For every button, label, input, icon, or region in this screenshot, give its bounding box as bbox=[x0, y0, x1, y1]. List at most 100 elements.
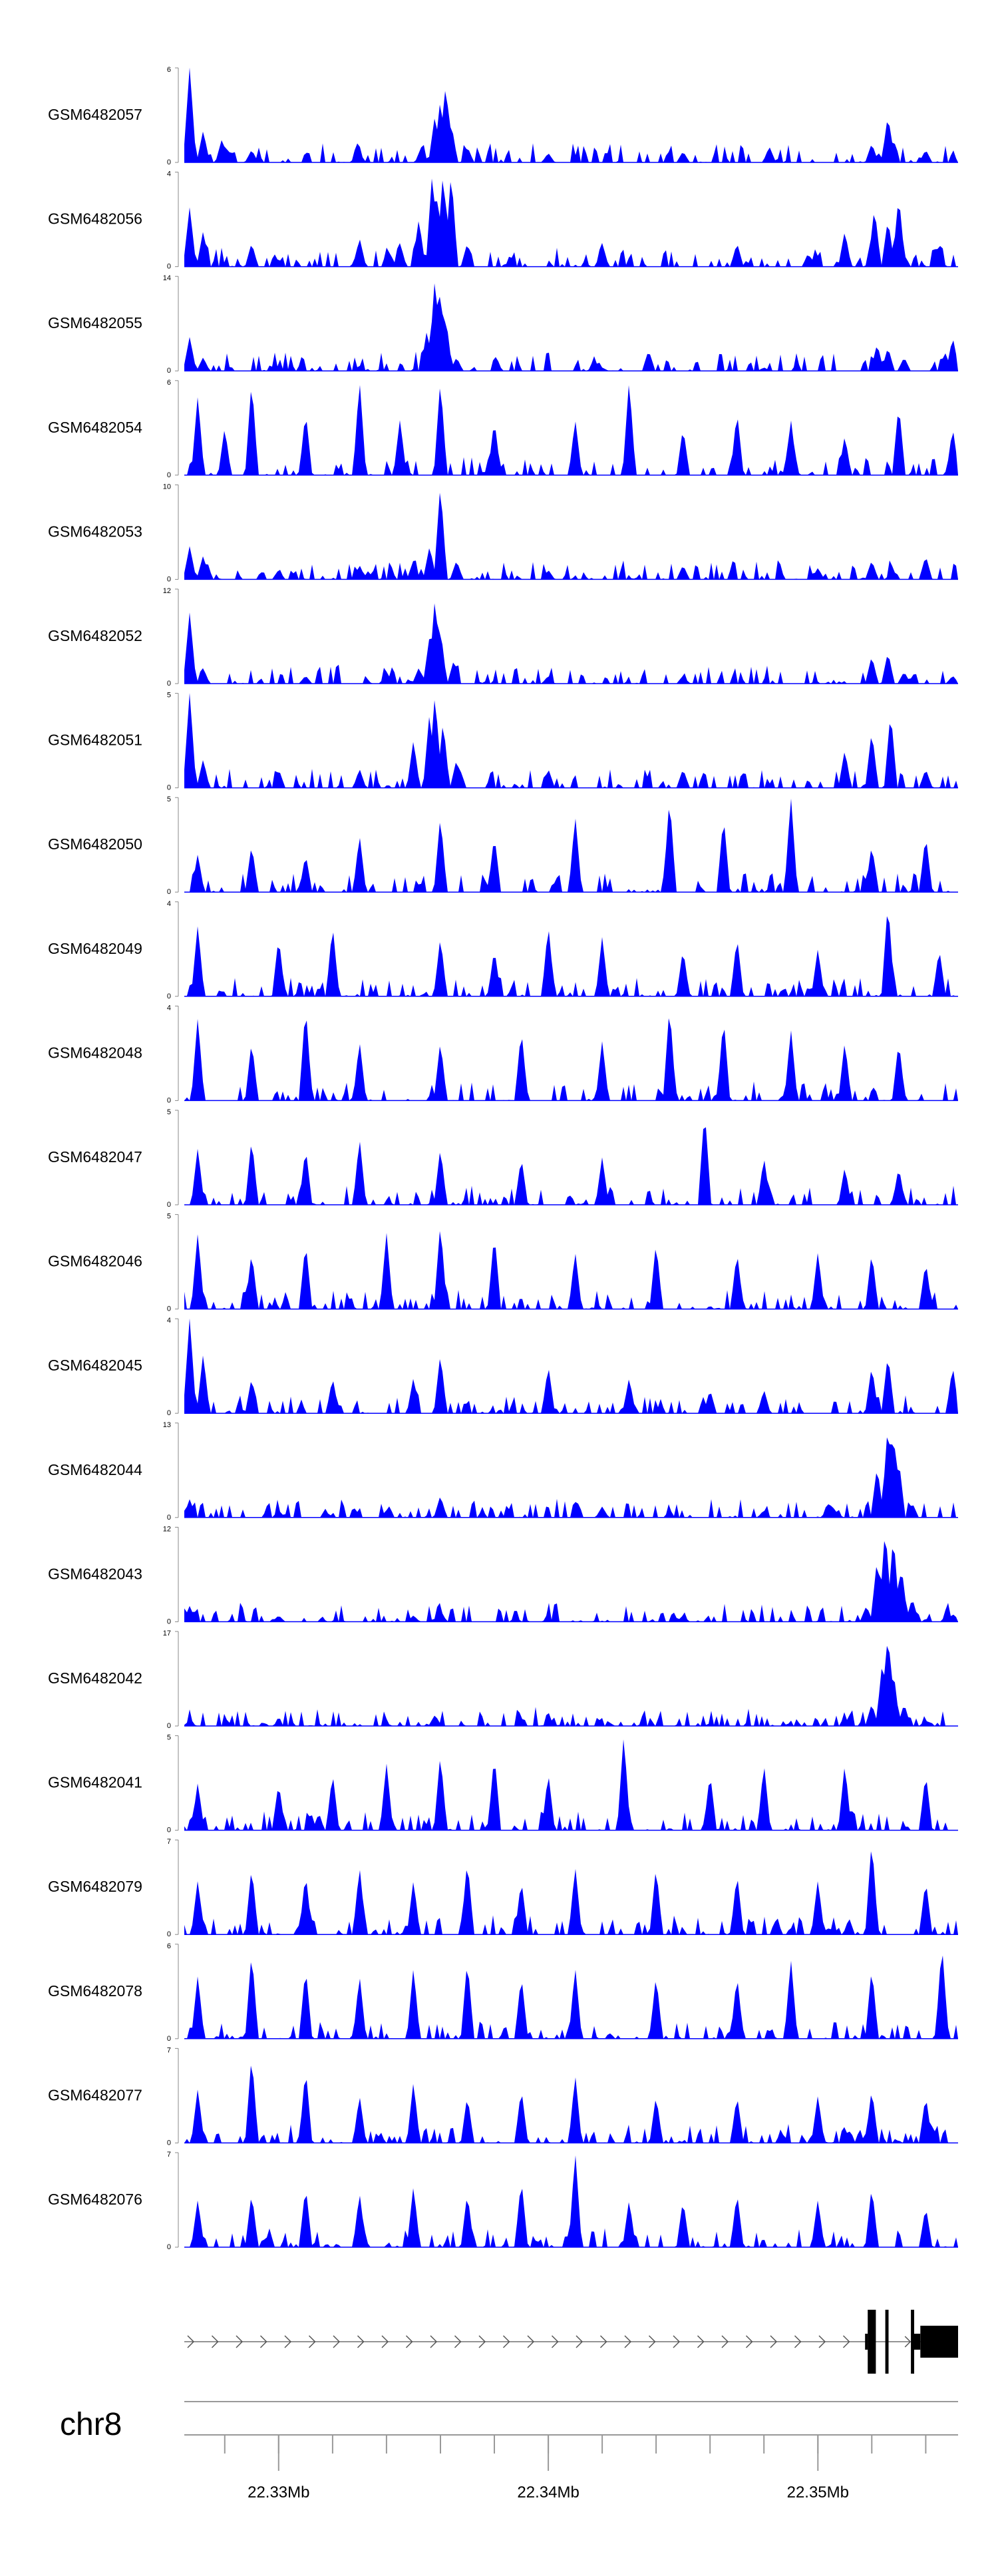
strand-arrow-icon bbox=[599, 2335, 607, 2348]
track-label: GSM6482078 bbox=[48, 1982, 142, 2000]
track-label: GSM6482042 bbox=[48, 1669, 142, 1687]
strand-arrow-icon bbox=[405, 2335, 413, 2348]
coverage-area bbox=[184, 1437, 958, 1518]
gene-exon bbox=[865, 2334, 868, 2350]
track-gsm6482076: GSM6482076 7 0 bbox=[48, 2151, 958, 2251]
y-min-label: 0 bbox=[167, 992, 171, 1000]
track-label: GSM6482050 bbox=[48, 835, 142, 853]
gene-exon bbox=[920, 2326, 958, 2358]
strand-arrow-icon bbox=[259, 2335, 267, 2348]
strand-arrow-icon bbox=[576, 2335, 583, 2348]
track-gsm6482044: GSM6482044 13 0 bbox=[48, 1421, 958, 1522]
track-gsm6482051: GSM6482051 5 0 bbox=[48, 692, 958, 792]
strand-arrow-icon bbox=[527, 2335, 535, 2348]
strand-arrow-icon bbox=[904, 2336, 912, 2348]
strand-arrow-icon bbox=[502, 2335, 510, 2348]
strand-arrow-icon bbox=[187, 2335, 195, 2348]
y-max-label: 4 bbox=[167, 170, 171, 178]
y-max-label: 13 bbox=[163, 1421, 171, 1429]
y-max-label: 7 bbox=[167, 2151, 171, 2159]
track-gsm6482077: GSM6482077 7 0 bbox=[48, 2046, 958, 2147]
gene-exon bbox=[914, 2334, 921, 2350]
y-min-label: 0 bbox=[167, 784, 171, 792]
track-label: GSM6482051 bbox=[48, 732, 142, 749]
y-max-label: 17 bbox=[163, 1629, 171, 1637]
strand-arrow-icon bbox=[673, 2335, 681, 2348]
y-max-label: 5 bbox=[167, 1734, 171, 1742]
axis-tick-label: 22.33Mb bbox=[248, 2483, 309, 2501]
track-gsm6482052: GSM6482052 12 0 bbox=[48, 587, 958, 688]
strand-arrow-icon bbox=[842, 2335, 850, 2348]
coverage-area bbox=[184, 493, 958, 580]
track-label: GSM6482053 bbox=[48, 523, 142, 540]
y-max-label: 4 bbox=[167, 900, 171, 908]
strand-arrow-icon bbox=[478, 2335, 486, 2348]
y-max-label: 4 bbox=[167, 1004, 171, 1012]
y-min-label: 0 bbox=[167, 2139, 171, 2147]
y-min-label: 0 bbox=[167, 2243, 171, 2251]
track-label: GSM6482049 bbox=[48, 940, 142, 957]
y-min-label: 0 bbox=[167, 680, 171, 688]
strand-arrow-icon bbox=[236, 2335, 244, 2348]
track-label: GSM6482046 bbox=[48, 1253, 142, 1270]
strand-arrow-icon bbox=[648, 2335, 656, 2348]
y-max-label: 12 bbox=[163, 587, 171, 595]
strand-arrow-icon bbox=[211, 2335, 219, 2348]
track-gsm6482053: GSM6482053 10 0 bbox=[48, 483, 958, 583]
coverage-area bbox=[184, 1318, 958, 1414]
axis-tick-label: 22.34Mb bbox=[517, 2483, 579, 2501]
gene-exon bbox=[911, 2310, 914, 2374]
coverage-area bbox=[184, 1541, 958, 1622]
track-gsm6482043: GSM6482043 12 0 bbox=[48, 1525, 958, 1625]
strand-arrow-icon bbox=[454, 2335, 462, 2348]
y-max-label: 5 bbox=[167, 795, 171, 803]
y-max-label: 6 bbox=[167, 66, 171, 74]
y-max-label: 4 bbox=[167, 1317, 171, 1325]
track-gsm6482057: GSM6482057 6 0 bbox=[48, 66, 958, 166]
track-gsm6482056: GSM6482056 4 0 bbox=[48, 170, 958, 271]
track-gsm6482046: GSM6482046 5 0 bbox=[48, 1213, 958, 1313]
coverage-area bbox=[184, 1127, 958, 1205]
coverage-area bbox=[184, 798, 958, 893]
y-min-label: 0 bbox=[167, 1201, 171, 1209]
strand-arrow-icon bbox=[333, 2335, 341, 2348]
y-min-label: 0 bbox=[167, 2035, 171, 2043]
y-min-label: 0 bbox=[167, 1617, 171, 1625]
y-min-label: 0 bbox=[167, 1722, 171, 1730]
y-max-label: 7 bbox=[167, 2046, 171, 2054]
coverage-area bbox=[184, 1645, 958, 1726]
y-min-label: 0 bbox=[167, 263, 171, 271]
track-label: GSM6482048 bbox=[48, 1044, 142, 1061]
track-gsm6482055: GSM6482055 14 0 bbox=[48, 274, 958, 375]
gene-model-track bbox=[184, 2310, 958, 2374]
track-label: GSM6482056 bbox=[48, 210, 142, 228]
y-min-label: 0 bbox=[167, 575, 171, 583]
y-min-label: 0 bbox=[167, 367, 171, 375]
track-gsm6482079: GSM6482079 7 0 bbox=[48, 1838, 958, 1938]
y-min-label: 0 bbox=[167, 1930, 171, 1938]
strand-arrow-icon bbox=[357, 2335, 365, 2348]
y-min-label: 0 bbox=[167, 471, 171, 479]
track-label: GSM6482041 bbox=[48, 1774, 142, 1791]
strand-arrow-icon bbox=[624, 2335, 632, 2348]
y-min-label: 0 bbox=[167, 1826, 171, 1834]
track-gsm6482050: GSM6482050 5 0 bbox=[48, 795, 958, 896]
y-max-label: 5 bbox=[167, 692, 171, 700]
gene-exon bbox=[885, 2310, 889, 2374]
coverage-area bbox=[184, 1018, 958, 1101]
coverage-area bbox=[184, 385, 958, 475]
coverage-area bbox=[184, 2155, 958, 2247]
strand-arrow-icon bbox=[381, 2335, 389, 2348]
y-max-label: 14 bbox=[163, 274, 171, 282]
y-min-label: 0 bbox=[167, 888, 171, 896]
strand-arrow-icon bbox=[721, 2335, 729, 2348]
strand-arrow-icon bbox=[770, 2335, 778, 2348]
coverage-area bbox=[184, 178, 958, 267]
y-min-label: 0 bbox=[167, 1305, 171, 1313]
track-label: GSM6482044 bbox=[48, 1461, 142, 1478]
track-label: GSM6482045 bbox=[48, 1357, 142, 1374]
track-label: GSM6482079 bbox=[48, 1878, 142, 1895]
coverage-area bbox=[184, 603, 958, 684]
y-max-label: 5 bbox=[167, 1213, 171, 1221]
